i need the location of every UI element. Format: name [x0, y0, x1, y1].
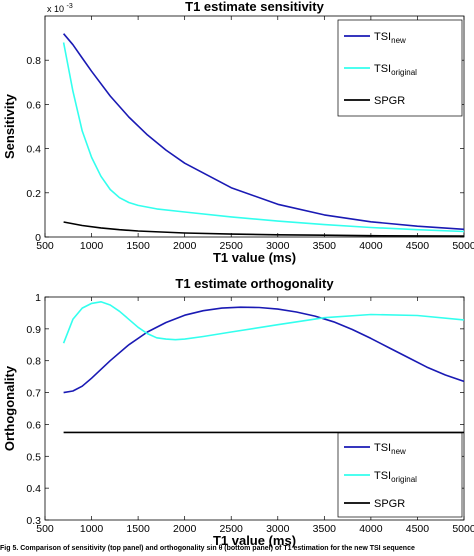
x-tick-label: 4500 — [406, 523, 430, 535]
y-tick-label: 0.3 — [26, 515, 41, 527]
x-tick-label: 2000 — [173, 523, 197, 535]
y-tick-label: 0.4 — [26, 144, 41, 156]
y-tick-label: 1 — [35, 292, 41, 304]
y-tick-label: 0.8 — [26, 55, 41, 67]
x-tick-label: 3000 — [266, 523, 290, 535]
chart-title: T1 estimate sensitivity — [185, 0, 324, 14]
series-line-tsi-new — [63, 306, 465, 394]
x-tick-label: 1000 — [80, 523, 104, 535]
orthogonality-panel: T1 estimate orthogonality 500 1000 1500 2000… — [2, 276, 474, 548]
legend-entry: TSInew — [374, 442, 406, 456]
x-tick-label: 1000 — [80, 240, 104, 252]
figure-caption: Fig 5. Comparison of sensitivity (top pa… — [0, 545, 415, 552]
x-tick-label: 3500 — [313, 523, 337, 535]
x-tick-label: 2000 — [173, 240, 197, 252]
x-tick-label: 5000 — [452, 240, 474, 252]
x-axis-label: T1 value (ms) — [213, 533, 296, 548]
x-tick-label: 4000 — [359, 523, 383, 535]
legend: TSInew TSIoriginal SPGR — [337, 19, 463, 117]
x-tick-label: 2500 — [220, 240, 244, 252]
legend-entry: TSIoriginal — [374, 470, 417, 484]
y-tick-label: 0.6 — [26, 419, 41, 431]
y-tick-label: 0.8 — [26, 356, 41, 368]
x-tick-label: 4000 — [359, 240, 383, 252]
y-tick-label: 0.9 — [26, 324, 41, 336]
x-tick-label: 500 — [36, 523, 54, 535]
x-tick-label: 1500 — [126, 523, 150, 535]
x-axis-label: T1 value (ms) — [213, 250, 296, 265]
sensitivity-panel: T1 estimate sensitivity 500 1000 1500 2000 25… — [2, 0, 474, 265]
y-tick-label: 0.6 — [26, 99, 41, 111]
x-tick-label: 3000 — [266, 240, 290, 252]
legend-entry: TSInew — [374, 31, 406, 45]
legend-entry: TSIoriginal — [374, 63, 417, 77]
series-line-tsi-original — [62, 42, 465, 233]
y-tick-label: 0.4 — [26, 483, 41, 495]
y-axis-label: Sensitivity — [2, 93, 17, 159]
legend-entry: SPGR — [374, 95, 405, 107]
x-tick-label: 500 — [36, 240, 54, 252]
legend-entry: SPGR — [374, 498, 405, 510]
series-line-tsi-new — [62, 33, 465, 231]
x-tick-label: 3500 — [313, 240, 337, 252]
y-tick-label: 0.5 — [26, 451, 41, 463]
series-line-spgr — [63, 221, 465, 237]
y-tick-label: 0.7 — [26, 388, 41, 400]
x-tick-label: 5000 — [452, 523, 474, 535]
series-line-tsi-original — [62, 300, 465, 344]
y-tick-label: 0 — [35, 232, 41, 244]
legend: TSInew TSIoriginal SPGR — [337, 432, 463, 518]
y-axis-label: Orthogonality — [2, 365, 17, 451]
x-tick-label: 2500 — [220, 523, 244, 535]
x-tick-label: 1500 — [126, 240, 150, 252]
chart-title: T1 estimate orthogonality — [175, 276, 334, 291]
y-exponent-label: x 10 -3 — [47, 3, 73, 14]
x-tick-label: 4500 — [406, 240, 430, 252]
y-tick-label: 0.2 — [26, 188, 41, 200]
